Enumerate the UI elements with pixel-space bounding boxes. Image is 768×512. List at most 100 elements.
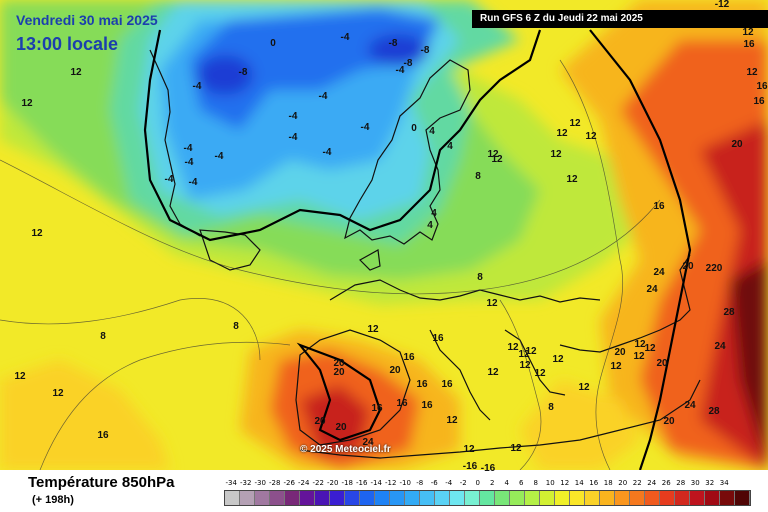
- map-value-label: 12: [487, 149, 499, 160]
- legend-tick-label: 12: [560, 479, 570, 487]
- map-value-label: 220: [705, 263, 723, 274]
- legend-swatch: [585, 491, 600, 505]
- legend-tick-label: 34: [719, 479, 729, 487]
- map-value-label: 20: [656, 358, 668, 369]
- map-value-label: -4: [214, 151, 224, 162]
- legend-tick-label: -6: [430, 479, 438, 487]
- legend-tick-label: 30: [690, 479, 700, 487]
- legend-swatch: [720, 491, 735, 505]
- legend-tick-label: -2: [459, 479, 467, 487]
- legend-swatch: [675, 491, 690, 505]
- map-value-label: 12: [487, 367, 499, 378]
- map-value-label: 12: [463, 444, 475, 455]
- legend-swatch: [450, 491, 465, 505]
- map-value-label: -4: [360, 122, 370, 133]
- legend-swatch: [375, 491, 390, 505]
- map-value-label: -8: [420, 45, 430, 56]
- legend-swatch: [360, 491, 375, 505]
- map-value-label: 24: [684, 400, 696, 411]
- map-value-label: -12: [714, 0, 730, 10]
- map-value-label: 16: [743, 39, 755, 50]
- legend-swatch: [555, 491, 570, 505]
- map-value-label: 4: [431, 208, 437, 219]
- legend-swatch: [600, 491, 615, 505]
- legend-tick-label: 6: [519, 479, 524, 487]
- map-value-label: 12: [644, 343, 656, 354]
- map-value-label: 12: [70, 67, 82, 78]
- map-value-label: 12: [52, 388, 64, 399]
- map-value-label: 4: [427, 220, 433, 231]
- legend-tick-label: 10: [545, 479, 555, 487]
- map-value-label: 20: [333, 358, 345, 369]
- map-value-label: 20: [731, 139, 743, 150]
- legend-tick-label: 26: [661, 479, 671, 487]
- map-value-label: 16: [416, 379, 428, 390]
- lead-time: (+ 198h): [32, 494, 74, 506]
- map-value-label: 12: [446, 415, 458, 426]
- thin-isotherms: [0, 59, 661, 470]
- legend-tick-label: 22: [632, 479, 642, 487]
- map-value-label: 16: [432, 333, 444, 344]
- map-value-label: 12: [510, 443, 522, 454]
- legend-tick-label: -4: [445, 479, 453, 487]
- map-value-label: -4: [322, 147, 332, 158]
- legend-tick-label: -32: [240, 479, 252, 487]
- legend-tick-label: -16: [356, 479, 368, 487]
- map-value-label: 12: [569, 118, 581, 129]
- map-value-label: -4: [288, 111, 298, 122]
- map-value-label: 8: [548, 402, 554, 413]
- map-value-label: 16: [403, 352, 415, 363]
- map-value-label: -4: [318, 91, 328, 102]
- isotherm-lines: [143, 29, 692, 470]
- map-value-label: 16: [97, 430, 109, 441]
- map-value-label: 24: [646, 284, 658, 295]
- map-value-label: 12: [21, 98, 33, 109]
- legend-tick-label: 24: [647, 479, 657, 487]
- map-value-label: 24: [653, 267, 665, 278]
- map-value-label: 20: [333, 367, 345, 378]
- map-value-label: 8: [475, 171, 481, 182]
- map-value-label: 16: [653, 201, 665, 212]
- legend-swatch: [225, 491, 240, 505]
- legend-tick-label: -34: [225, 479, 237, 487]
- legend-swatch: [255, 491, 270, 505]
- legend-tick-label: 4: [504, 479, 509, 487]
- temperature-map: [0, 0, 768, 470]
- model-run-banner: Run GFS 6 Z du Jeudi 22 mai 2025: [472, 10, 768, 28]
- map-value-label: 12: [578, 382, 590, 393]
- legend-swatch: [630, 491, 645, 505]
- map-value-label: 8: [477, 272, 483, 283]
- color-scale-labels: -34 -32 -30 -28 -26 -24 -22 -20 -18 -16 -14 -12 -10-…: [222, 479, 762, 489]
- map-value-label: -8: [388, 38, 398, 49]
- map-value-label: 12: [518, 349, 530, 360]
- legend-swatch: [690, 491, 705, 505]
- map-value-label: 12: [534, 368, 546, 379]
- map-value-label: 12: [610, 361, 622, 372]
- legend-swatch: [300, 491, 315, 505]
- map-value-label: 12: [525, 346, 537, 357]
- legend-swatch: [435, 491, 450, 505]
- legend-footer: Température 850hPa (+ 198h) -34 -32 -30 -28…: [0, 470, 768, 512]
- map-value-label: -4: [188, 177, 198, 188]
- legend-tick-label: -26: [283, 479, 295, 487]
- map-value-label: -4: [395, 65, 405, 76]
- forecast-time: 13:00 locale: [16, 34, 119, 54]
- legend-swatch: [660, 491, 675, 505]
- legend-swatch: [315, 491, 330, 505]
- map-value-label: 20: [389, 365, 401, 376]
- map-value-label: 12: [31, 228, 43, 239]
- map-value-label: 20: [314, 416, 326, 427]
- map-value-label: 20: [614, 347, 626, 358]
- legend-tick-label: -22: [312, 479, 324, 487]
- map-value-label: -4: [192, 81, 202, 92]
- legend-swatch: [735, 491, 750, 505]
- legend-swatch: [285, 491, 300, 505]
- legend-tick-label: 2: [490, 479, 495, 487]
- map-value-label: 24: [362, 437, 374, 448]
- copyright-notice: © 2025 Meteociel.fr: [300, 444, 391, 455]
- map-value-label: 8: [100, 331, 106, 342]
- map-value-label: 12: [633, 351, 645, 362]
- legend-swatch: [480, 491, 495, 505]
- map-value-label: -4: [164, 174, 174, 185]
- map-value-label: -16: [480, 463, 496, 474]
